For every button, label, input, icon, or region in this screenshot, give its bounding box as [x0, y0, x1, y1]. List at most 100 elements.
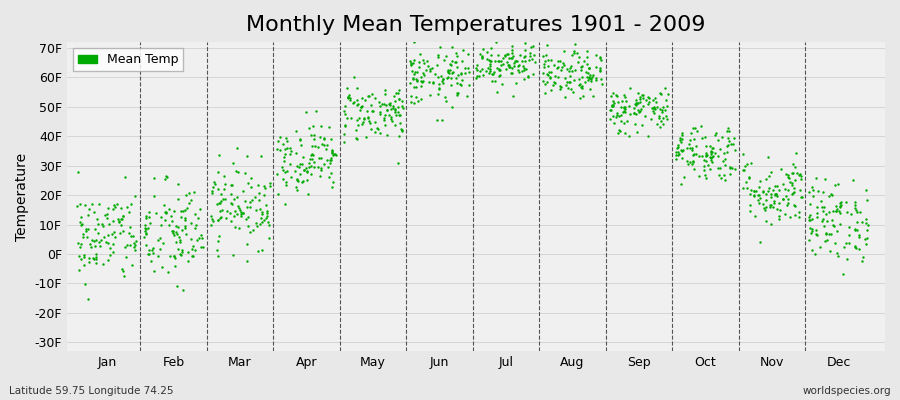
- Point: [780, 186, 795, 193]
- Point: [544, 57, 559, 63]
- Point: [406, 75, 420, 81]
- Point: [355, 95, 369, 102]
- Point: [388, 108, 402, 115]
- Point: [839, 240, 853, 246]
- Point: [88, 226, 103, 232]
- Point: [174, 214, 188, 221]
- Point: [383, 102, 398, 108]
- Point: [785, 182, 799, 188]
- Point: [151, 236, 166, 243]
- Point: [495, 81, 509, 88]
- Point: [357, 97, 372, 104]
- Point: [368, 95, 382, 102]
- Point: [782, 178, 796, 185]
- Point: [232, 205, 247, 211]
- Point: [238, 197, 252, 204]
- Point: [442, 70, 456, 76]
- Point: [836, 271, 850, 278]
- Point: [219, 215, 233, 222]
- Point: [392, 119, 407, 126]
- Point: [633, 96, 647, 102]
- Point: [324, 157, 338, 164]
- Point: [294, 160, 309, 167]
- Point: [809, 231, 824, 237]
- Point: [681, 141, 696, 147]
- Point: [814, 218, 829, 224]
- Point: [195, 244, 210, 250]
- Point: [342, 95, 356, 101]
- Point: [305, 151, 320, 158]
- Point: [385, 103, 400, 109]
- Point: [225, 201, 239, 208]
- Point: [618, 105, 633, 112]
- Point: [573, 63, 588, 70]
- Point: [168, 229, 183, 235]
- Point: [675, 147, 689, 154]
- Point: [166, 253, 181, 260]
- Point: [769, 191, 783, 198]
- Point: [859, 187, 873, 193]
- Point: [307, 135, 321, 142]
- Point: [178, 225, 193, 231]
- Point: [822, 231, 836, 237]
- Point: [444, 67, 458, 74]
- Legend: Mean Temp: Mean Temp: [73, 48, 184, 71]
- Point: [323, 160, 338, 166]
- Point: [650, 120, 664, 127]
- Point: [669, 156, 683, 162]
- Point: [710, 153, 724, 159]
- Point: [288, 168, 302, 174]
- Point: [593, 65, 608, 72]
- Point: [486, 71, 500, 78]
- Point: [706, 145, 721, 151]
- Point: [778, 211, 792, 218]
- Point: [658, 85, 672, 92]
- Point: [526, 71, 540, 77]
- Point: [349, 135, 364, 141]
- Point: [454, 76, 469, 83]
- Point: [829, 208, 843, 214]
- Point: [581, 74, 596, 80]
- Point: [284, 150, 298, 157]
- Point: [791, 209, 806, 215]
- Point: [767, 200, 781, 206]
- Point: [647, 105, 662, 111]
- Point: [355, 103, 369, 109]
- Point: [554, 64, 569, 70]
- Point: [140, 251, 155, 257]
- Point: [154, 214, 168, 220]
- Point: [256, 219, 270, 225]
- Point: [554, 67, 569, 73]
- Point: [849, 207, 863, 213]
- Point: [278, 151, 293, 157]
- Point: [251, 182, 266, 188]
- Point: [185, 252, 200, 259]
- Point: [206, 218, 220, 224]
- Point: [788, 164, 802, 171]
- Point: [436, 76, 451, 82]
- Point: [635, 92, 650, 98]
- Point: [365, 108, 380, 114]
- Point: [526, 52, 541, 58]
- Point: [363, 119, 377, 126]
- Point: [510, 67, 525, 74]
- Point: [238, 170, 253, 177]
- Point: [346, 74, 361, 81]
- Point: [241, 223, 256, 229]
- Point: [320, 157, 334, 164]
- Point: [761, 154, 776, 160]
- Point: [158, 173, 173, 179]
- Point: [629, 102, 643, 108]
- Point: [317, 135, 331, 141]
- Point: [708, 130, 723, 136]
- Point: [622, 102, 636, 109]
- Point: [364, 91, 379, 98]
- Point: [673, 138, 688, 145]
- Point: [595, 80, 609, 87]
- Point: [302, 191, 316, 197]
- Point: [805, 247, 819, 253]
- Point: [614, 118, 628, 124]
- Point: [230, 144, 245, 151]
- Point: [70, 203, 85, 209]
- Point: [617, 94, 632, 100]
